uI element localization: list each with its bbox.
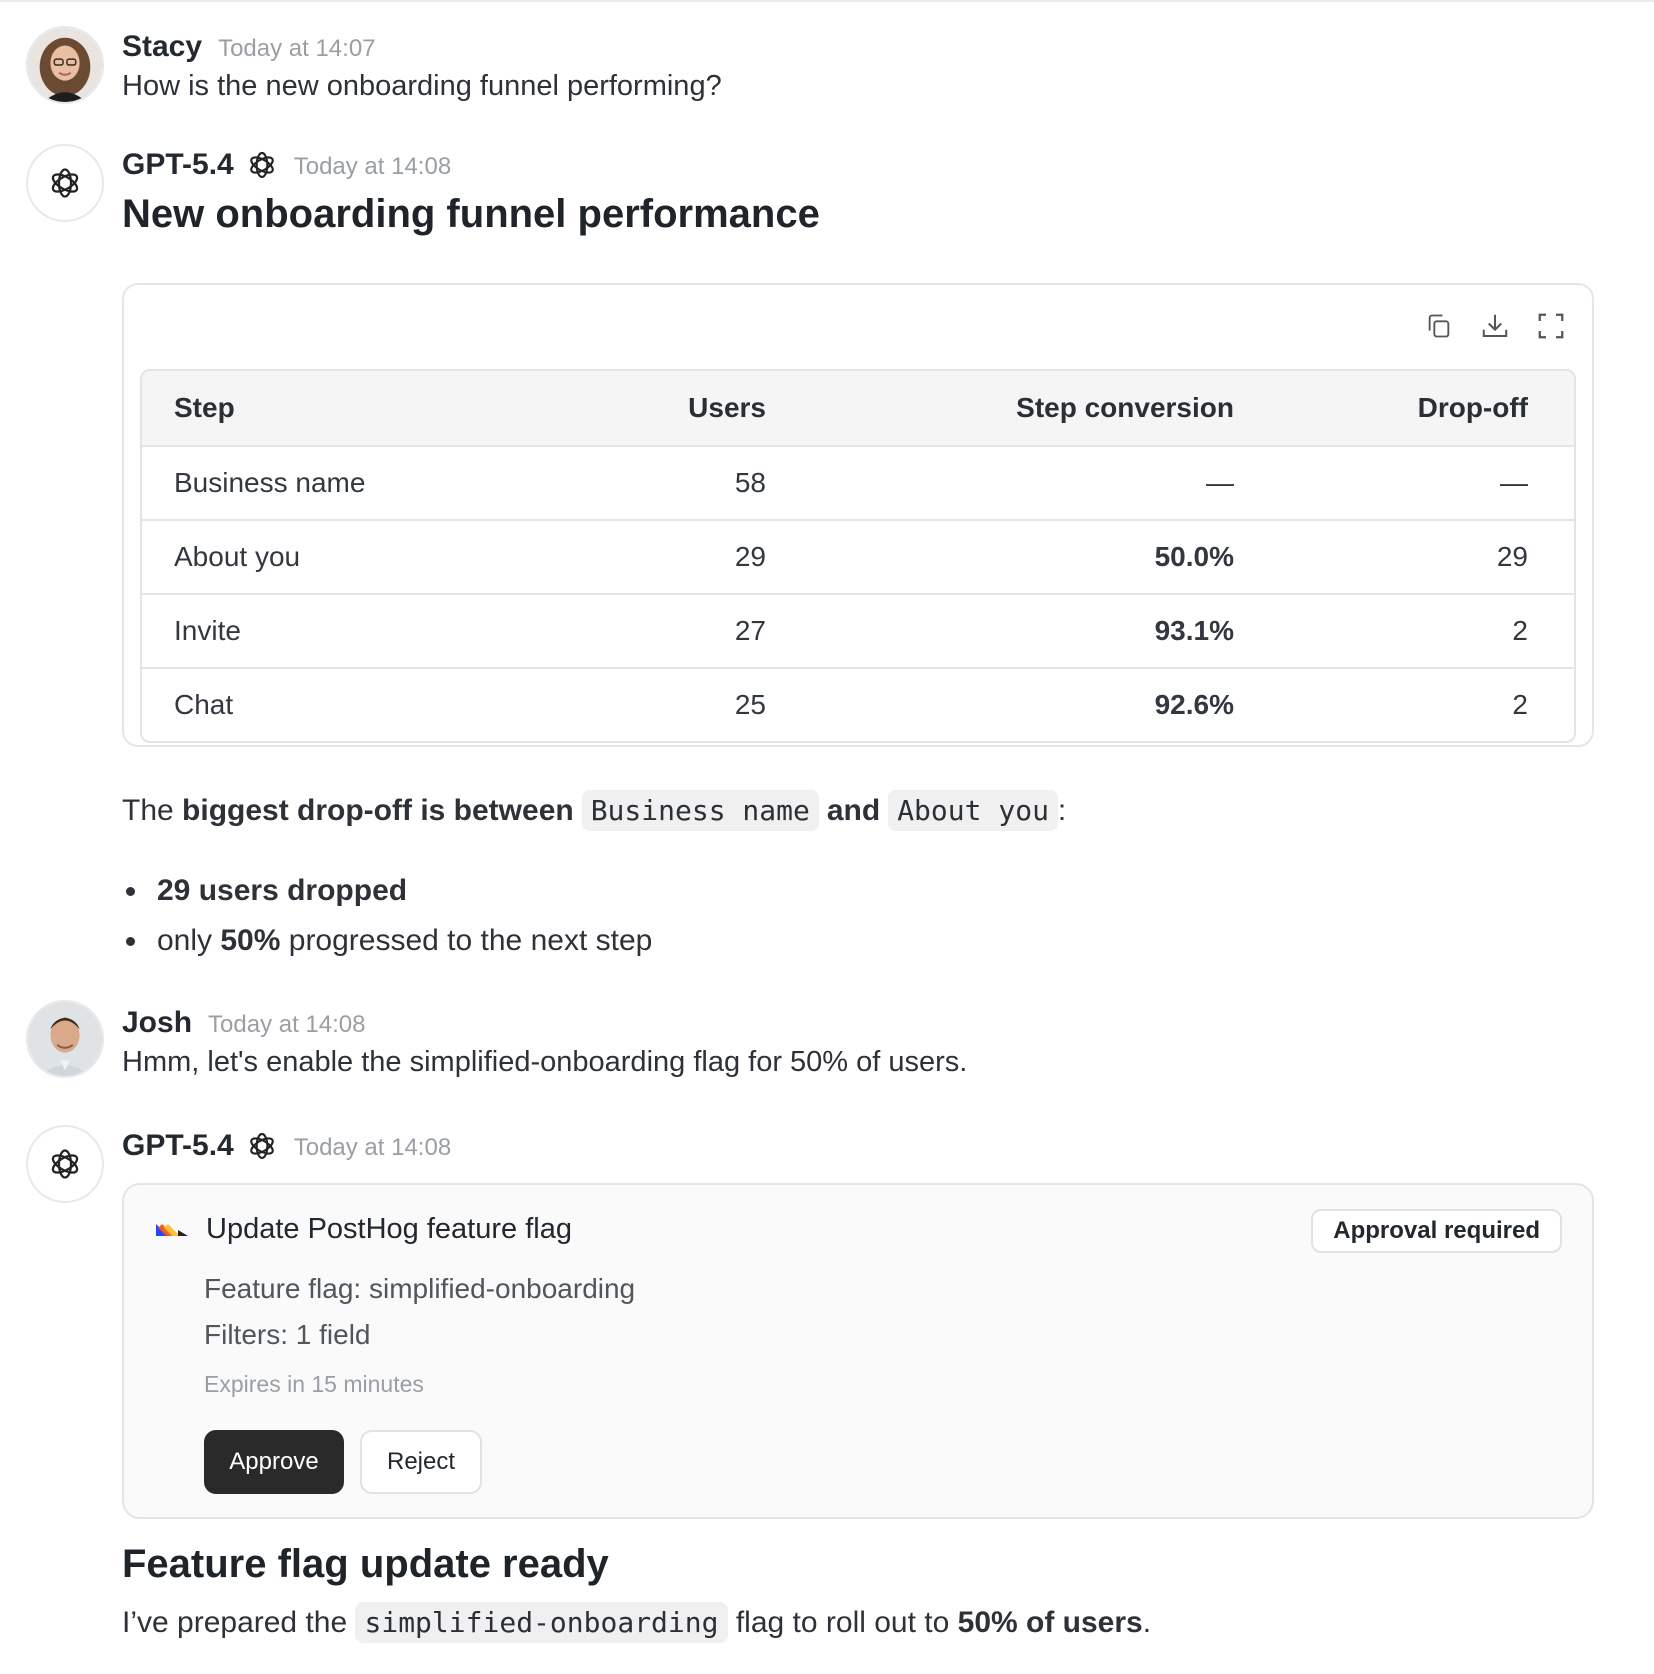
- cell-step: Business name: [174, 467, 366, 498]
- approval-title: Update PostHog feature flag: [206, 1213, 572, 1245]
- list-item-text: progressed to the next step: [280, 924, 653, 957]
- table-toolbar: [1422, 309, 1568, 343]
- openai-icon: [246, 149, 278, 181]
- reject-button[interactable]: Reject: [360, 1430, 482, 1494]
- cell-dropoff: 29: [1496, 541, 1528, 572]
- list-item: only 50% progressed to the next step: [122, 924, 652, 958]
- table-row: Chat 25 92.6% 2: [142, 667, 1574, 741]
- cell-dropoff: 2: [1512, 615, 1528, 646]
- column-header[interactable]: Step conversion: [1016, 392, 1234, 423]
- avatar-stacy[interactable]: [26, 26, 104, 104]
- message-header: GPT-5.4 Today at 14:08: [122, 1129, 451, 1163]
- bullet-dot: [126, 886, 135, 896]
- status-badge: Approval required: [1311, 1209, 1562, 1253]
- cell-conversion: 50.0%: [1154, 541, 1234, 572]
- timestamp: Today at 14:07: [218, 35, 376, 62]
- response-heading: Feature flag update ready: [122, 1542, 609, 1586]
- column-header[interactable]: Drop-off: [1417, 392, 1528, 423]
- cell-step: Invite: [174, 615, 241, 646]
- cell-users: 27: [734, 615, 766, 646]
- posthog-logo-icon: [156, 1220, 190, 1240]
- message-text: How is the new onboarding funnel perform…: [122, 70, 722, 102]
- fullscreen-icon[interactable]: [1534, 309, 1568, 343]
- inline-code: simplified-onboarding: [355, 1602, 728, 1643]
- summary-emphasis: and: [826, 793, 881, 827]
- cell-users: 58: [734, 467, 766, 498]
- author-name: Stacy: [122, 30, 203, 63]
- cell-users: 25: [734, 689, 766, 720]
- avatar-gpt[interactable]: [26, 144, 104, 222]
- cell-step: Chat: [174, 689, 234, 720]
- column-header[interactable]: Step: [174, 392, 235, 423]
- list-item-emphasis: 50%: [220, 924, 281, 957]
- message-text: Hmm, let's enable the simplified-onboard…: [122, 1046, 968, 1078]
- copy-icon[interactable]: [1422, 309, 1456, 343]
- message-header: Josh Today at 14:08: [122, 1006, 365, 1040]
- author-name: GPT-5.4: [122, 148, 234, 181]
- table-row: About you 29 50.0% 29: [142, 519, 1574, 593]
- summary-text: The: [122, 793, 183, 827]
- approval-title-row: Update PostHog feature flag: [156, 1213, 572, 1246]
- list-item-text: 29 users dropped: [157, 874, 408, 907]
- openai-icon: [51, 168, 79, 198]
- avatar-josh[interactable]: [26, 1000, 104, 1078]
- timestamp: Today at 14:08: [293, 1134, 452, 1161]
- message-header: GPT-5.4 Today at 14:08: [122, 148, 451, 182]
- column-header[interactable]: Users: [688, 392, 766, 423]
- funnel-table: Step Users Step conversion Drop-off Busi…: [140, 369, 1576, 743]
- response-heading: New onboarding funnel performance: [122, 192, 820, 236]
- top-divider: [0, 0, 1654, 3]
- final-text: .: [1142, 1605, 1152, 1639]
- final-emphasis: 50% of users: [957, 1605, 1143, 1639]
- cell-conversion: 93.1%: [1154, 615, 1234, 646]
- final-text: I’ve prepared the: [122, 1605, 356, 1639]
- inline-code: Business name: [581, 790, 819, 831]
- author-name: GPT-5.4: [122, 1129, 234, 1162]
- table-row: Business name 58 — —: [142, 445, 1574, 519]
- inline-code: About you: [888, 790, 1058, 831]
- list-item: 29 users dropped: [122, 874, 407, 908]
- approve-button[interactable]: Approve: [204, 1430, 344, 1494]
- cell-users: 29: [734, 541, 766, 572]
- download-icon[interactable]: [1478, 309, 1512, 343]
- summary-text: :: [1057, 793, 1067, 827]
- author-name: Josh: [122, 1006, 193, 1039]
- avatar-gpt[interactable]: [26, 1125, 104, 1203]
- list-item-text: only: [157, 924, 221, 957]
- approval-detail: Feature flag: simplified-onboarding: [204, 1273, 636, 1304]
- openai-icon: [246, 1130, 278, 1162]
- summary-emphasis: biggest drop-off is between: [182, 793, 574, 827]
- message-header: Stacy Today at 14:07: [122, 30, 376, 64]
- table-header-row: Step Users Step conversion Drop-off: [142, 371, 1574, 445]
- summary-paragraph: The biggest drop-off is between Business…: [122, 790, 1066, 831]
- cell-dropoff: —: [1500, 467, 1528, 498]
- approval-card: Update PostHog feature flag Approval req…: [122, 1183, 1594, 1519]
- bullet-dot: [126, 936, 135, 946]
- table-row: Invite 27 93.1% 2: [142, 593, 1574, 667]
- cell-dropoff: 2: [1512, 689, 1528, 720]
- timestamp: Today at 14:08: [293, 153, 452, 180]
- openai-icon: [51, 1149, 79, 1179]
- cell-step: About you: [174, 541, 301, 572]
- final-text: flag to roll out to: [727, 1605, 958, 1639]
- cell-conversion: —: [1206, 467, 1234, 498]
- table-card: Step Users Step conversion Drop-off Busi…: [122, 283, 1594, 747]
- timestamp: Today at 14:08: [208, 1011, 366, 1038]
- final-paragraph: I’ve prepared the simplified-onboarding …: [122, 1602, 1151, 1643]
- cell-conversion: 92.6%: [1154, 689, 1234, 720]
- approval-detail: Filters: 1 field: [204, 1319, 371, 1350]
- expiry-text: Expires in 15 minutes: [204, 1371, 424, 1397]
